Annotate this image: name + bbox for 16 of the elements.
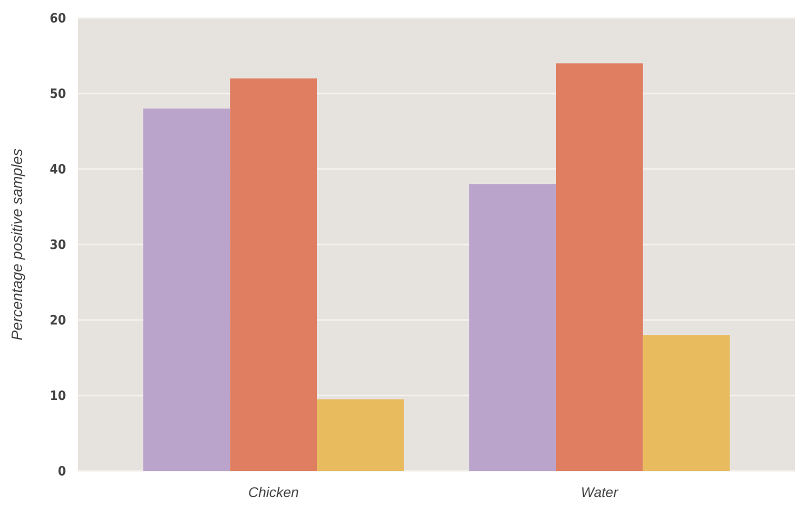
bar [642,335,730,471]
bar [317,399,404,471]
bar [143,108,230,471]
y-axis-title: Percentage positive samples [9,148,26,340]
y-tick-label: 50 [50,87,66,102]
y-tick-label: 40 [50,162,66,178]
y-tick-label: 20 [50,314,66,329]
y-tick-label: 10 [50,389,66,404]
x-tick-label: Chicken [248,484,300,500]
bar [556,63,643,471]
bar [230,78,317,471]
y-tick-label: 60 [50,12,66,27]
x-tick-label: Water [580,484,620,500]
y-tick-label: 0 [58,464,66,480]
y-tick-label: 30 [50,238,66,254]
bar [469,184,556,471]
